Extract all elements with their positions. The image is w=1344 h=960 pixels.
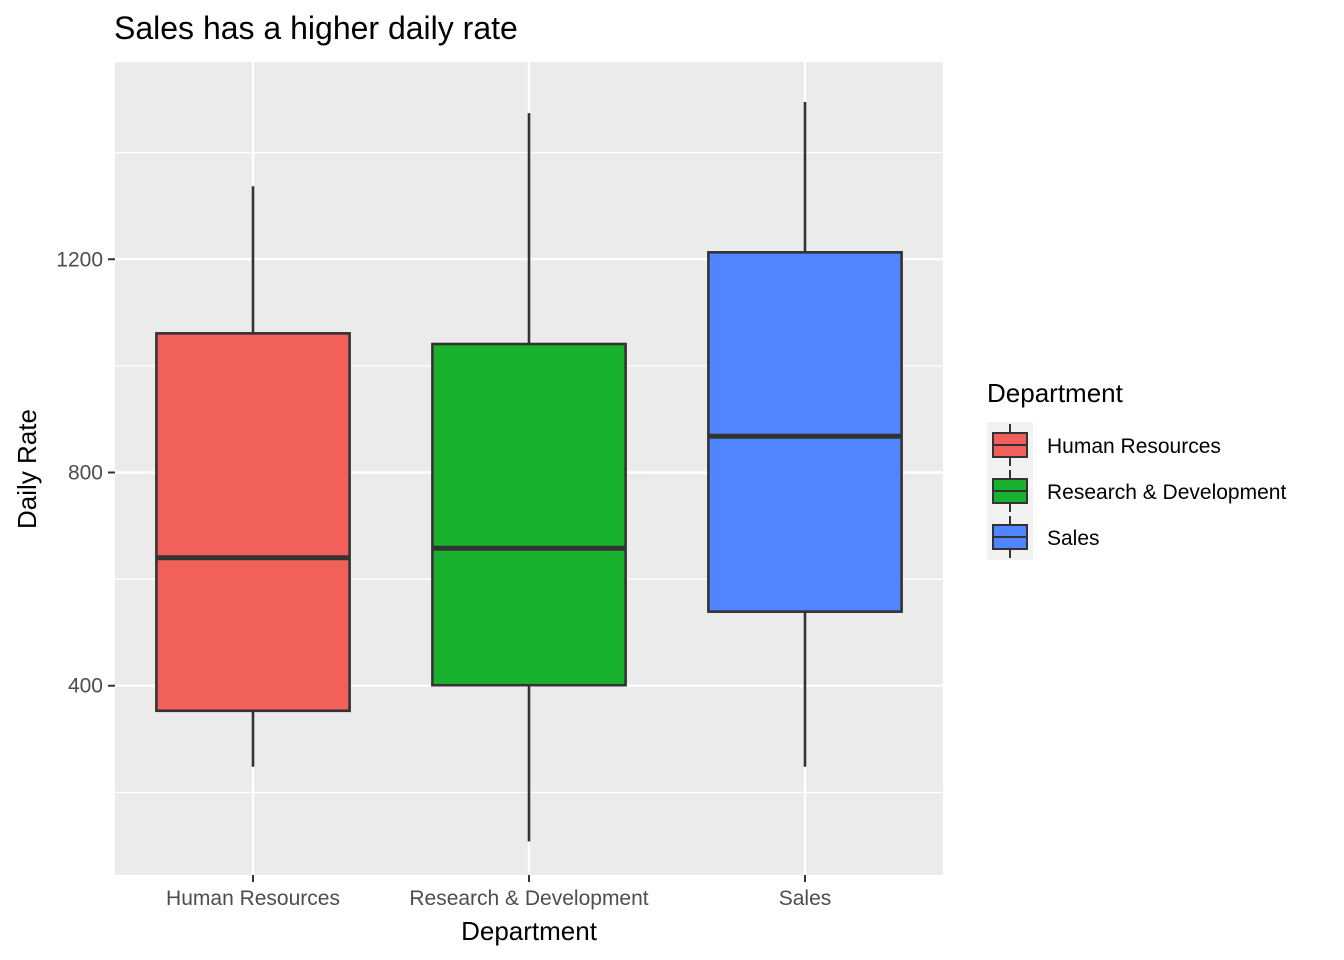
box-group: [707, 101, 903, 767]
y-tick-label: 400: [68, 675, 103, 698]
x-axis-title: Department: [461, 916, 598, 946]
legend: Department Human Resources Research & Dev…: [987, 378, 1286, 560]
chart-title: Sales has a higher daily rate: [114, 10, 518, 46]
legend-item: Research & Development: [987, 468, 1286, 514]
x-tick-label: Sales: [779, 887, 832, 910]
y-tick-label: 800: [68, 461, 103, 484]
legend-title: Department: [987, 378, 1124, 408]
box-group: [431, 113, 627, 842]
y-axis: 400 800 1200: [56, 248, 115, 698]
x-tick-label: Human Resources: [166, 887, 340, 910]
legend-item: Human Resources: [987, 422, 1221, 468]
legend-label: Research & Development: [1047, 481, 1286, 504]
x-axis: Human Resources Research & Development Sal…: [166, 875, 831, 910]
box-group: [155, 186, 351, 767]
legend-item: Sales: [987, 514, 1100, 560]
legend-label: Human Resources: [1047, 435, 1221, 458]
y-tick-label: 1200: [56, 248, 103, 271]
y-axis-title: Daily Rate: [12, 409, 42, 529]
box-iqr: [707, 251, 903, 613]
legend-label: Sales: [1047, 527, 1100, 550]
boxplot-series: [155, 101, 903, 842]
box-iqr: [431, 342, 627, 687]
x-tick-label: Research & Development: [409, 887, 648, 910]
box-iqr: [155, 332, 351, 713]
